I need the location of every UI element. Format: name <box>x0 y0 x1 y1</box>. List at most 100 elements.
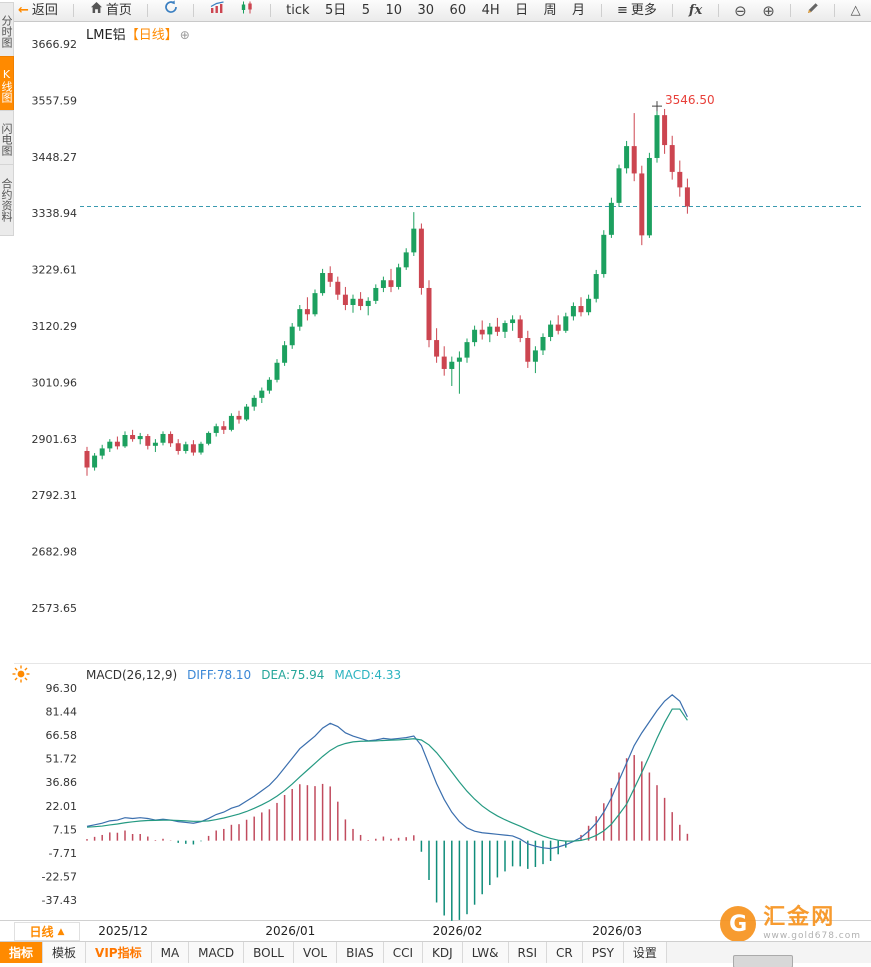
candle-body <box>107 441 113 449</box>
period-4h[interactable]: 4H <box>482 1 500 21</box>
tab-rsi[interactable]: RSI <box>508 942 547 963</box>
candle-chart-type-button[interactable] <box>240 1 254 21</box>
candle-body <box>624 146 630 169</box>
candle-body <box>601 234 607 275</box>
x-axis-label: 2025/12 <box>98 924 148 938</box>
period-dropdown[interactable]: 日线 ▲ <box>14 922 80 941</box>
tab-macd[interactable]: MACD <box>189 942 245 963</box>
draw-button[interactable] <box>807 1 819 21</box>
price-tick-label: 2573.65 <box>32 602 78 615</box>
tab-settings[interactable]: 设置 <box>623 942 667 963</box>
back-arrow-icon: ← <box>18 2 29 18</box>
tab-kdj[interactable]: KDJ <box>423 942 463 963</box>
candle-body <box>502 323 508 332</box>
line-chart-type-button[interactable] <box>210 0 225 21</box>
indicator-formula-button[interactable]: fx <box>689 1 702 21</box>
candle-body <box>555 324 561 331</box>
candle-body <box>274 362 280 380</box>
period-label: 30 <box>417 2 435 18</box>
tab-psy[interactable]: PSY <box>582 942 624 963</box>
toolbar-separator <box>193 4 195 17</box>
period-label: tick <box>286 2 310 18</box>
macd-name-label[interactable]: MACD(26,12,9) <box>86 668 178 682</box>
candle-body <box>510 319 516 324</box>
toolbar-separator <box>73 4 75 17</box>
price-tick-label: 3229.61 <box>32 264 78 277</box>
home-button[interactable]: 首页 <box>90 1 132 21</box>
period-5min[interactable]: 5 <box>362 1 370 21</box>
candle-body <box>122 434 128 447</box>
candle-body <box>373 287 379 301</box>
price-tick-label: 2792.31 <box>32 489 78 502</box>
macd-diff-value: DIFF:78.10 <box>187 668 252 682</box>
candle-body <box>548 324 554 337</box>
tab-indicator[interactable]: 指标 <box>0 942 44 963</box>
period-week[interactable]: 周 <box>544 1 557 21</box>
more-button[interactable]: ≡ 更多 <box>617 1 657 21</box>
corner-widget[interactable] <box>733 955 793 967</box>
add-indicator-icon[interactable]: ⊕ <box>179 28 190 42</box>
zoom-out-button[interactable]: ⊖ <box>734 1 747 21</box>
tab-boll[interactable]: BOLL <box>244 942 294 963</box>
more-label: 更多 <box>630 2 657 18</box>
tab-vol[interactable]: VOL <box>293 942 338 963</box>
candle-body <box>198 443 204 453</box>
candle-body <box>586 298 592 313</box>
shapes-button[interactable]: △ <box>851 1 861 21</box>
macd-header: MACD(26,12,9) DIFF:78.10 DEA:75.94 MACD:… <box>86 668 401 682</box>
chart-bottom-border <box>0 920 871 921</box>
macd-tick-label: 22.01 <box>46 800 78 813</box>
back-button[interactable]: ← 返回 <box>18 1 58 21</box>
home-icon <box>90 1 103 21</box>
macd-tick-label: 7.15 <box>53 823 78 836</box>
x-axis-label: 2026/02 <box>433 924 483 938</box>
period-label: 日 <box>515 2 529 18</box>
candle-body <box>137 436 143 440</box>
candle-body <box>320 273 326 294</box>
period-5d[interactable]: 5日 <box>325 1 346 21</box>
site-logo-icon: G <box>720 906 757 942</box>
candle-body <box>426 287 432 341</box>
candle-body <box>380 280 386 288</box>
chart-title: LME铝【日线】 ⊕ <box>86 24 190 43</box>
candle-body <box>304 309 310 315</box>
tab-vip-indicator[interactable]: VIP指标 <box>86 942 152 963</box>
period-label: 月 <box>572 2 586 18</box>
chevron-up-icon: ▲ <box>57 926 65 937</box>
candle-body <box>434 340 440 357</box>
price-tick-label: 3120.29 <box>32 320 78 333</box>
candle-body <box>388 280 394 287</box>
indicator-settings-sun-icon[interactable] <box>12 665 30 687</box>
sidebar-tab-contract-info[interactable]: 合约资料 <box>0 164 14 236</box>
period-day[interactable]: 日 <box>515 1 528 21</box>
sidebar-tab-kline[interactable]: K线图 <box>0 56 14 114</box>
period-30min[interactable]: 30 <box>418 1 435 21</box>
toolbar-separator <box>834 4 836 17</box>
price-tick-label: 3448.27 <box>32 151 78 164</box>
sidebar-tab-lightning[interactable]: 闪电图 <box>0 110 14 168</box>
period-month[interactable]: 月 <box>572 1 585 21</box>
candle-body <box>662 115 668 146</box>
candle-body <box>335 281 341 295</box>
tab-cci[interactable]: CCI <box>383 942 424 963</box>
tab-lwr[interactable]: LW& <box>462 942 509 963</box>
tab-template[interactable]: 模板 <box>43 942 87 963</box>
period-tick[interactable]: tick <box>286 1 309 21</box>
candle-body <box>152 442 158 446</box>
period-10min[interactable]: 10 <box>386 1 403 21</box>
tab-cr[interactable]: CR <box>547 942 583 963</box>
candle-body <box>259 390 265 398</box>
tab-bias[interactable]: BIAS <box>337 942 384 963</box>
candle-body <box>593 274 599 299</box>
candle-body <box>221 426 227 430</box>
sidebar-tab-timeshare[interactable]: 分时图 <box>0 2 14 60</box>
candle-body <box>358 298 364 307</box>
candle-body <box>206 432 212 444</box>
chart-canvas[interactable] <box>80 22 863 920</box>
price-tick-label: 3010.96 <box>32 376 78 389</box>
refresh-button[interactable] <box>164 0 178 21</box>
candle-body <box>92 455 98 468</box>
tab-ma[interactable]: MA <box>151 942 190 963</box>
period-60min[interactable]: 60 <box>450 1 467 21</box>
zoom-in-button[interactable]: ⊕ <box>762 1 775 21</box>
